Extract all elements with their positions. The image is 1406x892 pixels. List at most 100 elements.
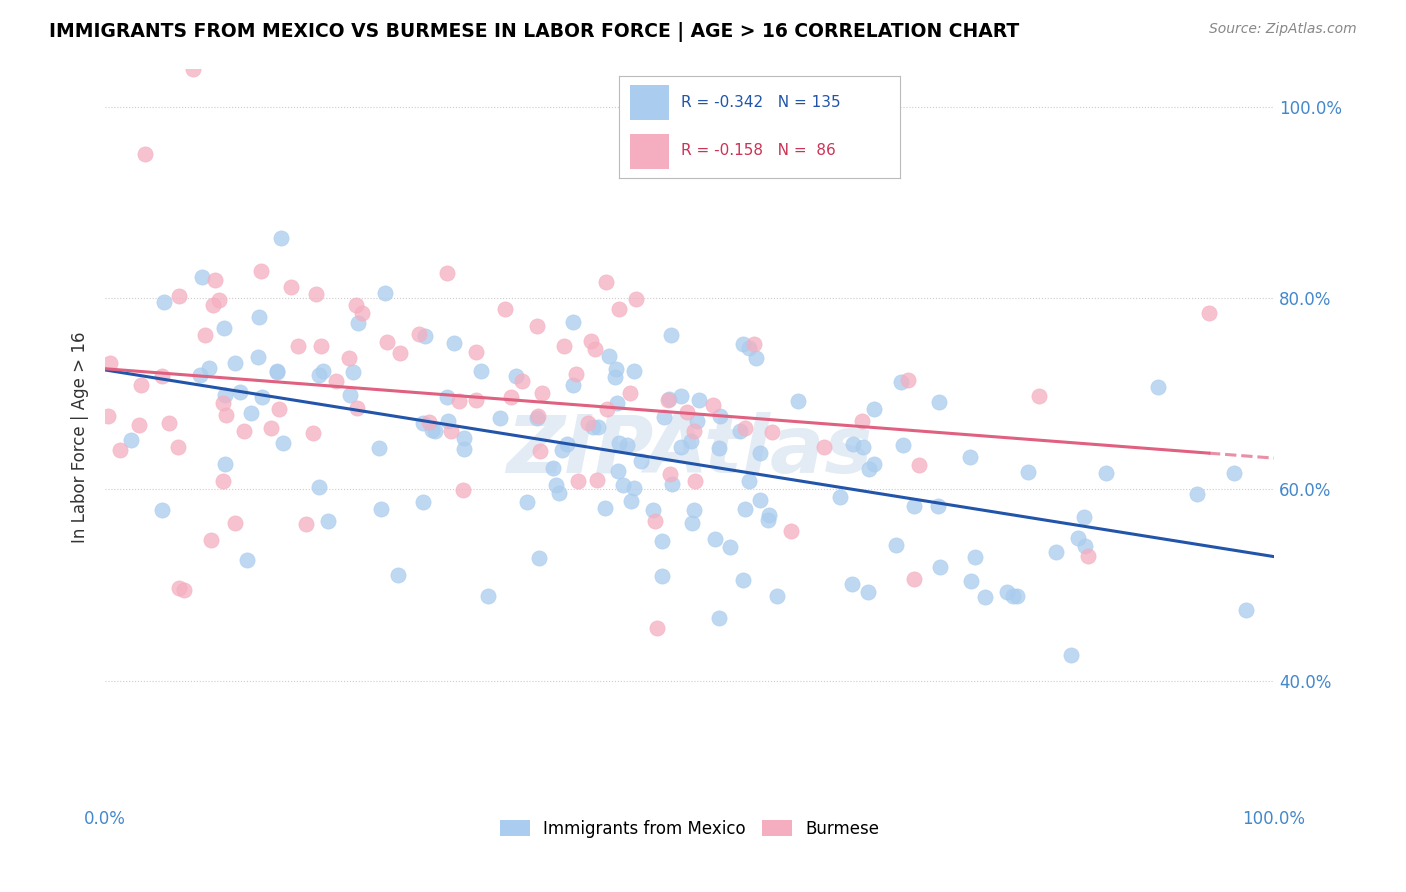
Point [443,336,465,351]
Point [129,377,152,392]
Point [682,425,704,439]
Point [526,410,548,425]
Point [368,441,391,455]
Point [1067,531,1090,545]
Point [862,457,884,471]
Point [167,441,190,455]
Point [959,450,981,464]
Point [863,401,886,416]
Point [728,424,751,438]
Point [316,514,339,528]
Point [995,585,1018,599]
Point [707,441,730,455]
Point [388,346,411,360]
Point [1073,510,1095,524]
Point [167,581,190,595]
Text: R = -0.342   N = 135: R = -0.342 N = 135 [681,95,841,110]
Point [425,424,447,438]
Point [239,406,262,420]
Point [541,461,564,475]
Point [302,425,325,440]
Point [337,351,360,365]
Point [734,421,756,435]
Point [1001,589,1024,603]
Point [374,286,396,301]
Point [308,368,330,383]
Point [246,350,269,364]
Point [1028,389,1050,403]
Point [108,443,131,458]
Point [669,440,692,454]
Point [346,401,368,415]
Point [494,301,516,316]
Point [852,441,875,455]
Point [526,318,548,333]
Point [287,339,309,353]
Point [658,392,681,407]
Point [408,326,430,341]
Point [269,401,291,416]
Point [325,374,347,388]
Point [598,349,620,363]
Point [208,293,231,307]
Point [229,385,252,400]
Point [830,490,852,504]
Point [548,485,571,500]
Point [339,388,361,402]
Point [562,315,585,329]
Point [212,320,235,334]
Point [609,436,631,450]
Text: Source: ZipAtlas.com: Source: ZipAtlas.com [1209,22,1357,37]
Point [884,538,907,552]
Point [453,442,475,457]
Point [412,495,434,509]
Legend: Immigrants from Mexico, Burmese: Immigrants from Mexico, Burmese [494,814,886,845]
Point [908,458,931,472]
Point [583,342,606,356]
Point [709,611,731,625]
Point [344,298,367,312]
Point [596,401,619,416]
Point [897,373,920,387]
Text: R = -0.158   N =  86: R = -0.158 N = 86 [681,144,835,158]
Point [1222,467,1244,481]
Point [235,553,257,567]
Point [309,339,332,353]
Point [738,474,761,488]
Point [350,306,373,320]
Point [224,355,246,369]
Point [704,532,727,546]
Point [612,478,634,492]
Point [903,573,925,587]
Point [173,582,195,597]
Point [657,392,679,407]
Point [150,503,173,517]
Point [1017,465,1039,479]
Point [247,310,270,325]
Point [440,424,463,438]
Point [651,534,673,549]
Bar [630,85,669,120]
Point [623,364,645,378]
Point [626,292,648,306]
Point [685,475,707,489]
Point [387,568,409,582]
Point [436,390,458,404]
Point [676,405,699,419]
Point [1146,379,1168,393]
Point [645,621,668,635]
Bar [630,135,669,169]
Point [188,368,211,383]
Point [98,356,121,370]
Point [903,499,925,513]
Point [749,493,772,508]
Point [465,392,488,407]
Point [198,360,221,375]
Point [413,328,436,343]
Point [214,458,236,472]
Point [605,362,627,376]
Point [204,273,226,287]
Point [623,482,645,496]
Point [927,500,949,514]
Point [465,344,488,359]
